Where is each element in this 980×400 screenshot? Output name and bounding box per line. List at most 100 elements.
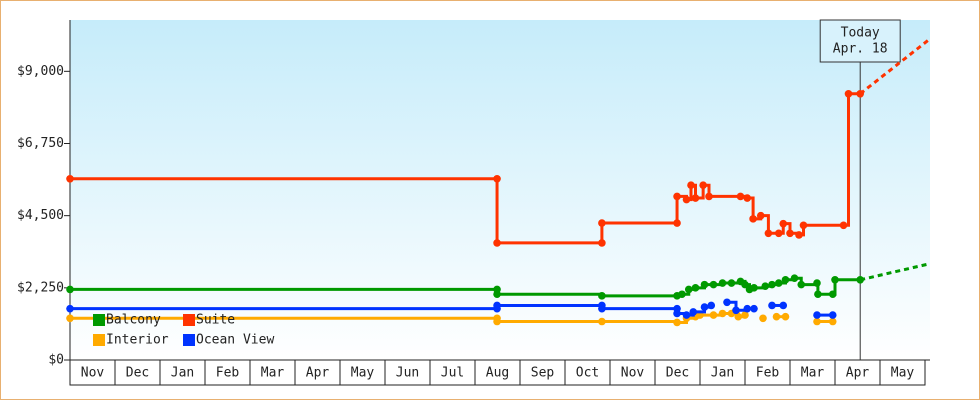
point (774, 279, 783, 287)
point (768, 301, 776, 310)
point (828, 311, 837, 319)
point (732, 306, 740, 315)
point (673, 318, 681, 327)
x-tick-cell (69, 359, 116, 386)
point (691, 284, 700, 292)
point (741, 280, 749, 289)
point (759, 314, 767, 323)
x-tick-cell (249, 359, 296, 386)
x-tick-label: Nov (621, 366, 645, 381)
point (781, 276, 790, 284)
point (723, 298, 731, 307)
x-tick-label: May (891, 366, 915, 381)
point (831, 276, 839, 284)
point (781, 312, 790, 321)
point (709, 311, 718, 319)
point (687, 181, 695, 189)
x-tick-cell (159, 359, 206, 386)
point (598, 219, 606, 227)
point (797, 280, 806, 289)
point (493, 301, 501, 310)
x-tick-label: Aug (486, 366, 509, 381)
x-tick-label: Jun (396, 366, 419, 381)
y-tick-label: $9,000 (17, 64, 64, 79)
point (727, 279, 736, 287)
point (741, 311, 749, 319)
point (699, 181, 707, 189)
point (772, 312, 781, 321)
x-tick-label: Feb (216, 366, 240, 381)
point (598, 317, 606, 326)
point (598, 292, 606, 300)
forecast-line (859, 262, 930, 282)
point (700, 280, 709, 289)
point (813, 279, 821, 287)
point (707, 301, 716, 310)
x-tick-cell (564, 359, 611, 386)
x-tick-label: Dec (666, 366, 689, 381)
x-tick-cell (429, 359, 476, 386)
point (774, 229, 783, 238)
point (493, 290, 501, 299)
point (718, 279, 727, 287)
x-tick-cell (654, 359, 701, 386)
point (734, 312, 743, 321)
x-tick-cell (114, 359, 161, 386)
point (828, 317, 837, 326)
point (743, 194, 752, 202)
point (493, 317, 501, 326)
point (689, 308, 698, 316)
point (66, 304, 74, 313)
point (750, 284, 758, 292)
point (856, 276, 864, 284)
point (736, 192, 745, 201)
x-tick-label: Nov (81, 366, 105, 381)
legend-label: Interior (106, 333, 169, 348)
x-tick-cell (699, 359, 746, 386)
legend-label: Ocean View (196, 333, 274, 348)
x-tick-cell (384, 359, 431, 386)
point (799, 221, 808, 230)
point (790, 274, 799, 283)
point (682, 311, 691, 319)
point (66, 314, 74, 323)
x-tick-label: Jul (441, 366, 464, 381)
point (673, 219, 681, 227)
point (856, 89, 864, 98)
point (795, 231, 803, 239)
point (684, 285, 693, 294)
x-tick-cell (474, 359, 521, 386)
x-tick-cell (789, 359, 836, 386)
point (828, 290, 837, 299)
point (779, 301, 788, 310)
x-tick-label: Feb (756, 366, 780, 381)
x-tick-label: Apr (846, 366, 870, 381)
point (66, 285, 74, 294)
today-box (819, 19, 901, 63)
x-tick-label: Mar (801, 366, 825, 381)
point (682, 195, 691, 204)
legend-label: Suite (196, 313, 235, 328)
point (750, 304, 758, 313)
point (705, 192, 713, 201)
x-tick-label: Sep (531, 366, 555, 381)
point (598, 239, 606, 247)
point (779, 219, 788, 228)
x-tick-cell (744, 359, 791, 386)
point (839, 221, 848, 230)
x-tick-cell (294, 359, 341, 386)
x-tick-label: May (351, 366, 375, 381)
point (66, 174, 74, 183)
x-tick-label: Mar (261, 366, 285, 381)
point (709, 280, 718, 289)
x-tick-label: Oct (576, 366, 599, 381)
today-date: Apr. 18 (833, 42, 888, 57)
forecast-line (859, 38, 931, 95)
x-tick-cell (204, 359, 251, 386)
point (764, 229, 773, 238)
point (813, 311, 821, 319)
point (814, 290, 822, 299)
point (598, 304, 606, 313)
y-tick-label: $2,250 (17, 280, 64, 295)
point (673, 192, 681, 201)
